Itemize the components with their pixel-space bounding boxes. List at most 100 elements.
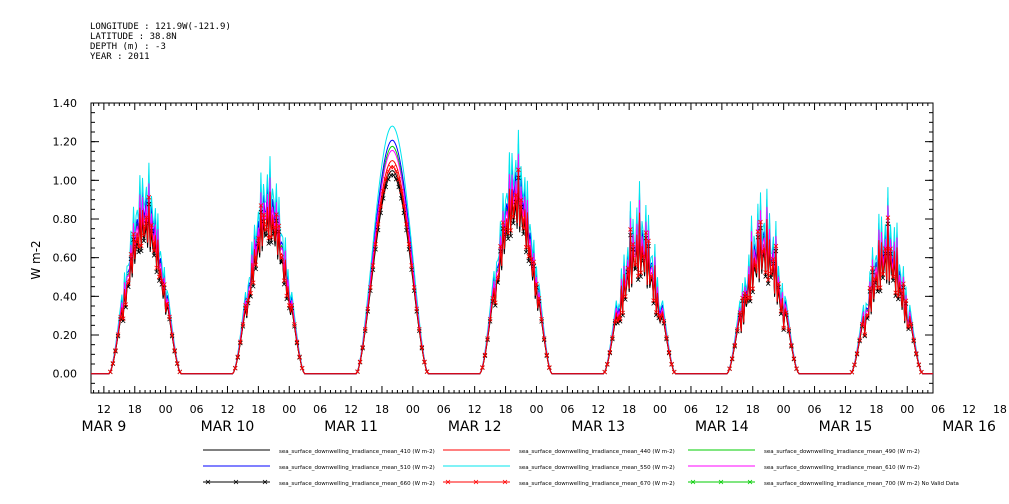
series-marker	[750, 289, 756, 295]
series-marker	[362, 326, 368, 332]
series-marker	[398, 188, 404, 194]
series-marker	[911, 337, 916, 343]
legend-label: sea_surface_downwelling_irradiance_mean_…	[279, 449, 435, 455]
legend-marker	[233, 479, 239, 485]
series-marker	[490, 295, 495, 301]
series-marker	[289, 303, 295, 308]
depth-label: DEPTH (m) : -3	[90, 42, 166, 52]
series-marker	[607, 349, 613, 355]
series-marker	[628, 227, 633, 232]
series-marker	[232, 365, 238, 371]
series-marker	[916, 362, 922, 367]
series-marker	[133, 239, 139, 244]
series-marker	[617, 316, 623, 322]
x-hour-label: 18	[869, 403, 883, 416]
series-marker	[276, 223, 282, 229]
series-marker	[646, 238, 651, 244]
x-hour-label: 12	[468, 403, 482, 416]
series-marker	[409, 263, 414, 268]
series-marker	[406, 246, 412, 252]
series-marker	[396, 177, 401, 182]
x-hour-label: 12	[715, 403, 729, 416]
series-marker	[781, 327, 786, 332]
x-axis: 12 18 00 06 12 18 00 06 12 18 00 06 12 18 00 06 12 18 00 06…	[81, 103, 1007, 435]
data-series	[91, 125, 933, 375]
x-hour-label: 00	[777, 403, 791, 416]
x-hour-label: 12	[838, 403, 852, 416]
series-marker	[294, 339, 300, 345]
x-hour-label: 06	[560, 403, 574, 416]
series-marker	[877, 285, 883, 290]
series-marker	[903, 298, 909, 304]
series-marker	[174, 360, 180, 366]
series-marker	[521, 225, 526, 231]
series-marker	[735, 327, 740, 332]
series-marker	[357, 359, 363, 365]
series-marker	[890, 274, 896, 279]
series-marker	[120, 316, 126, 321]
series-marker	[373, 246, 378, 252]
series-marker	[268, 240, 274, 245]
series-marker	[136, 244, 141, 250]
series-marker	[149, 222, 154, 228]
series-marker	[154, 265, 159, 271]
x-hour-label: 18	[375, 403, 389, 416]
series-marker	[482, 352, 488, 358]
y-tick-label: 0.40	[53, 290, 78, 303]
series-marker	[162, 282, 167, 287]
x-hour-label: 12	[344, 403, 358, 416]
series-marker	[172, 348, 177, 353]
x-hour-label: 12	[220, 403, 234, 416]
series-marker	[511, 214, 516, 220]
series-marker	[360, 344, 365, 350]
series-marker	[653, 310, 659, 315]
x-hour-label: 18	[499, 403, 513, 416]
series-marker	[151, 248, 157, 253]
series-marker	[256, 235, 261, 241]
y-axis-label: W m-2	[29, 240, 43, 279]
y-tick-label: 0.80	[53, 213, 78, 226]
series-marker	[862, 332, 868, 337]
series-marker	[625, 265, 631, 271]
series-marker	[500, 220, 506, 225]
x-hour-label: 18	[128, 403, 142, 416]
series-marker	[393, 168, 399, 174]
series-marker	[541, 336, 547, 341]
series-line	[91, 125, 933, 375]
series-marker	[620, 310, 626, 316]
series-marker	[243, 303, 248, 308]
series-marker	[753, 263, 758, 269]
series-marker	[758, 219, 763, 225]
series-marker	[513, 192, 519, 198]
series-marker	[523, 244, 529, 250]
series-marker	[274, 212, 279, 217]
series-marker	[115, 332, 121, 337]
series-marker	[235, 354, 241, 360]
series-marker	[791, 356, 797, 361]
series-marker	[534, 281, 539, 287]
series-marker	[633, 262, 638, 268]
x-hour-label: 06	[190, 403, 204, 416]
series-marker	[511, 220, 516, 226]
legend-marker	[205, 479, 211, 485]
series-marker	[604, 361, 610, 367]
x-hour-label: 06	[437, 403, 451, 416]
series-marker	[240, 322, 246, 327]
legend-label: sea_surface_downwelling_irradiance_mean_…	[519, 465, 675, 471]
legend-marker	[262, 479, 268, 485]
x-hour-label: 06	[684, 403, 698, 416]
series-marker	[635, 273, 641, 279]
series-marker	[169, 332, 175, 337]
series-marker	[778, 309, 784, 314]
series-marker	[253, 266, 259, 272]
series-marker	[536, 295, 542, 301]
series-marker	[893, 290, 898, 295]
series-marker	[760, 249, 766, 254]
series-marker	[159, 278, 165, 284]
series-marker	[732, 342, 738, 348]
series-marker	[852, 362, 857, 367]
series-marker	[651, 298, 656, 303]
series-marker	[422, 359, 427, 365]
series-marker	[110, 360, 116, 366]
series-marker	[245, 297, 251, 303]
